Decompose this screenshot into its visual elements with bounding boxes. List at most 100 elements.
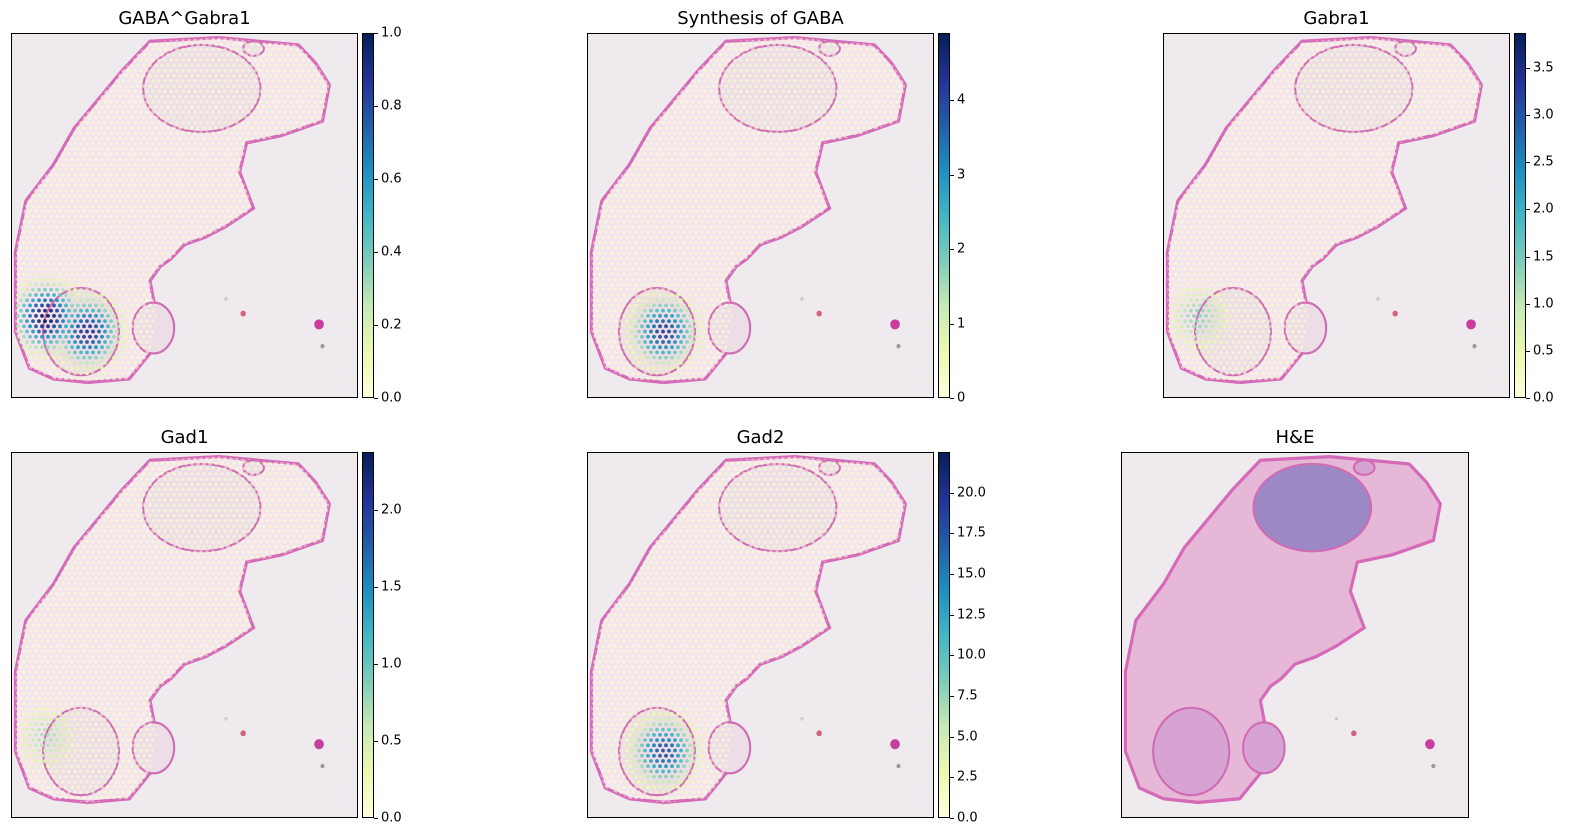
panel-title: Gad2 <box>737 427 785 448</box>
panel-title: GABA^Gabra1 <box>118 8 250 29</box>
colorbar-tick <box>374 398 378 399</box>
colorbar-tick <box>1526 304 1530 305</box>
tissue-fragment <box>816 310 822 317</box>
colorbar-tick <box>374 818 378 819</box>
colorbar-tick <box>950 398 954 399</box>
colorbar-tick-label: 0.6 <box>381 172 402 187</box>
upper-chamber <box>718 462 838 553</box>
colorbar-tick-label: 10.0 <box>957 648 986 663</box>
colorbar-tick <box>950 574 954 575</box>
tissue-fragment <box>896 763 901 769</box>
colorbar-tick-label: 0.0 <box>1533 391 1554 406</box>
colorbar-tick-label: 0.5 <box>1533 343 1554 358</box>
colorbar-tick-label: 7.5 <box>957 689 978 704</box>
colorbar-tick <box>374 587 378 588</box>
ring-structure <box>1242 721 1286 775</box>
upper-chamber <box>1294 43 1414 134</box>
colorbar-tick-label: 0.0 <box>381 391 402 406</box>
tissue-plot <box>589 35 908 385</box>
tissue-fragment <box>314 739 324 750</box>
tissue-fragment <box>800 716 804 721</box>
colorbar <box>938 33 950 398</box>
panel-title: H&E <box>1276 427 1315 448</box>
small-loop <box>1352 459 1376 476</box>
colorbar-tick <box>374 510 378 511</box>
colorbar <box>362 452 374 818</box>
tissue-fragment <box>1472 344 1477 349</box>
tissue-fragment <box>800 297 804 301</box>
panel-title: Synthesis of GABA <box>677 8 844 29</box>
colorbar-tick-label: 2.0 <box>381 503 402 518</box>
spatial-heatmap <box>587 33 934 398</box>
colorbar-tick-label: 0.8 <box>381 99 402 114</box>
colorbar-tick <box>950 324 954 325</box>
tissue-fragment <box>1351 730 1357 737</box>
tissue-plot <box>13 454 332 805</box>
colorbar-tick-label: 17.5 <box>957 526 986 541</box>
colorbar-tick-label: 12.5 <box>957 607 986 622</box>
tissue-fragment <box>896 344 901 349</box>
colorbar-tick-label: 0 <box>957 391 965 406</box>
colorbar-tick <box>1526 68 1530 69</box>
spatial-heatmap <box>587 452 934 818</box>
colorbar-tick <box>950 777 954 778</box>
colorbar-tick <box>1526 398 1530 399</box>
panel-title: Gad1 <box>161 427 209 448</box>
colorbar-tick-label: 15.0 <box>957 567 986 582</box>
tissue-fragment <box>1425 739 1435 750</box>
colorbar-tick <box>950 655 954 656</box>
colorbar-tick-label: 1 <box>957 316 965 331</box>
lower-lobe <box>1152 706 1231 797</box>
tissue-fragment <box>1334 716 1339 721</box>
colorbar-tick-label: 1.0 <box>1533 296 1554 311</box>
colorbar-tick-label: 0.2 <box>381 318 402 333</box>
colorbar-tick <box>950 175 954 176</box>
colorbar-tick-label: 20.0 <box>957 485 986 500</box>
tissue-fragment <box>1466 319 1476 330</box>
colorbar-tick <box>374 106 378 107</box>
colorbar-tick-label: 3.0 <box>1533 108 1554 123</box>
colorbar-tick <box>374 741 378 742</box>
colorbar-tick-label: 0.5 <box>381 734 402 749</box>
colorbar-tick-label: 0.0 <box>381 811 402 826</box>
colorbar-tick <box>1526 162 1530 163</box>
colorbar-tick-label: 1.0 <box>381 657 402 672</box>
tissue-plot <box>589 454 908 805</box>
colorbar-tick <box>1526 115 1530 116</box>
colorbar <box>1514 33 1526 398</box>
colorbar-tick <box>374 664 378 665</box>
tissue-fragment <box>240 310 246 317</box>
tissue-fragment <box>240 730 246 737</box>
colorbar <box>938 452 950 818</box>
colorbar-tick-label: 1.5 <box>1533 249 1554 264</box>
colorbar-tick-label: 2 <box>957 242 965 257</box>
colorbar-tick <box>374 252 378 253</box>
colorbar-tick-label: 3.5 <box>1533 60 1554 75</box>
tissue-fragment <box>320 763 325 769</box>
colorbar-tick-label: 4 <box>957 93 965 108</box>
tissue-fragment <box>1431 763 1436 769</box>
colorbar-tick-label: 3 <box>957 167 965 182</box>
colorbar-tick-label: 1.0 <box>381 26 402 41</box>
he-image <box>1121 452 1469 818</box>
tissue-plot <box>13 35 332 385</box>
tissue-plot <box>1123 454 1442 805</box>
colorbar-tick-label: 2.0 <box>1533 202 1554 217</box>
spatial-heatmap <box>11 452 358 818</box>
tissue-fragment <box>816 730 822 737</box>
colorbar-tick-label: 2.5 <box>957 770 978 785</box>
tissue-plot <box>1165 35 1484 385</box>
colorbar-tick <box>1526 209 1530 210</box>
colorbar-tick <box>950 696 954 697</box>
colorbar-tick <box>374 179 378 180</box>
colorbar-tick <box>950 737 954 738</box>
colorbar-tick-label: 0.4 <box>381 245 402 260</box>
colorbar <box>362 33 374 398</box>
upper-chamber <box>1252 462 1373 553</box>
colorbar-tick <box>950 493 954 494</box>
colorbar-tick-label: 1.5 <box>381 580 402 595</box>
colorbar-tick-label: 2.5 <box>1533 155 1554 170</box>
colorbar-tick <box>950 249 954 250</box>
colorbar-tick <box>950 100 954 101</box>
tissue-fragment <box>224 716 228 721</box>
